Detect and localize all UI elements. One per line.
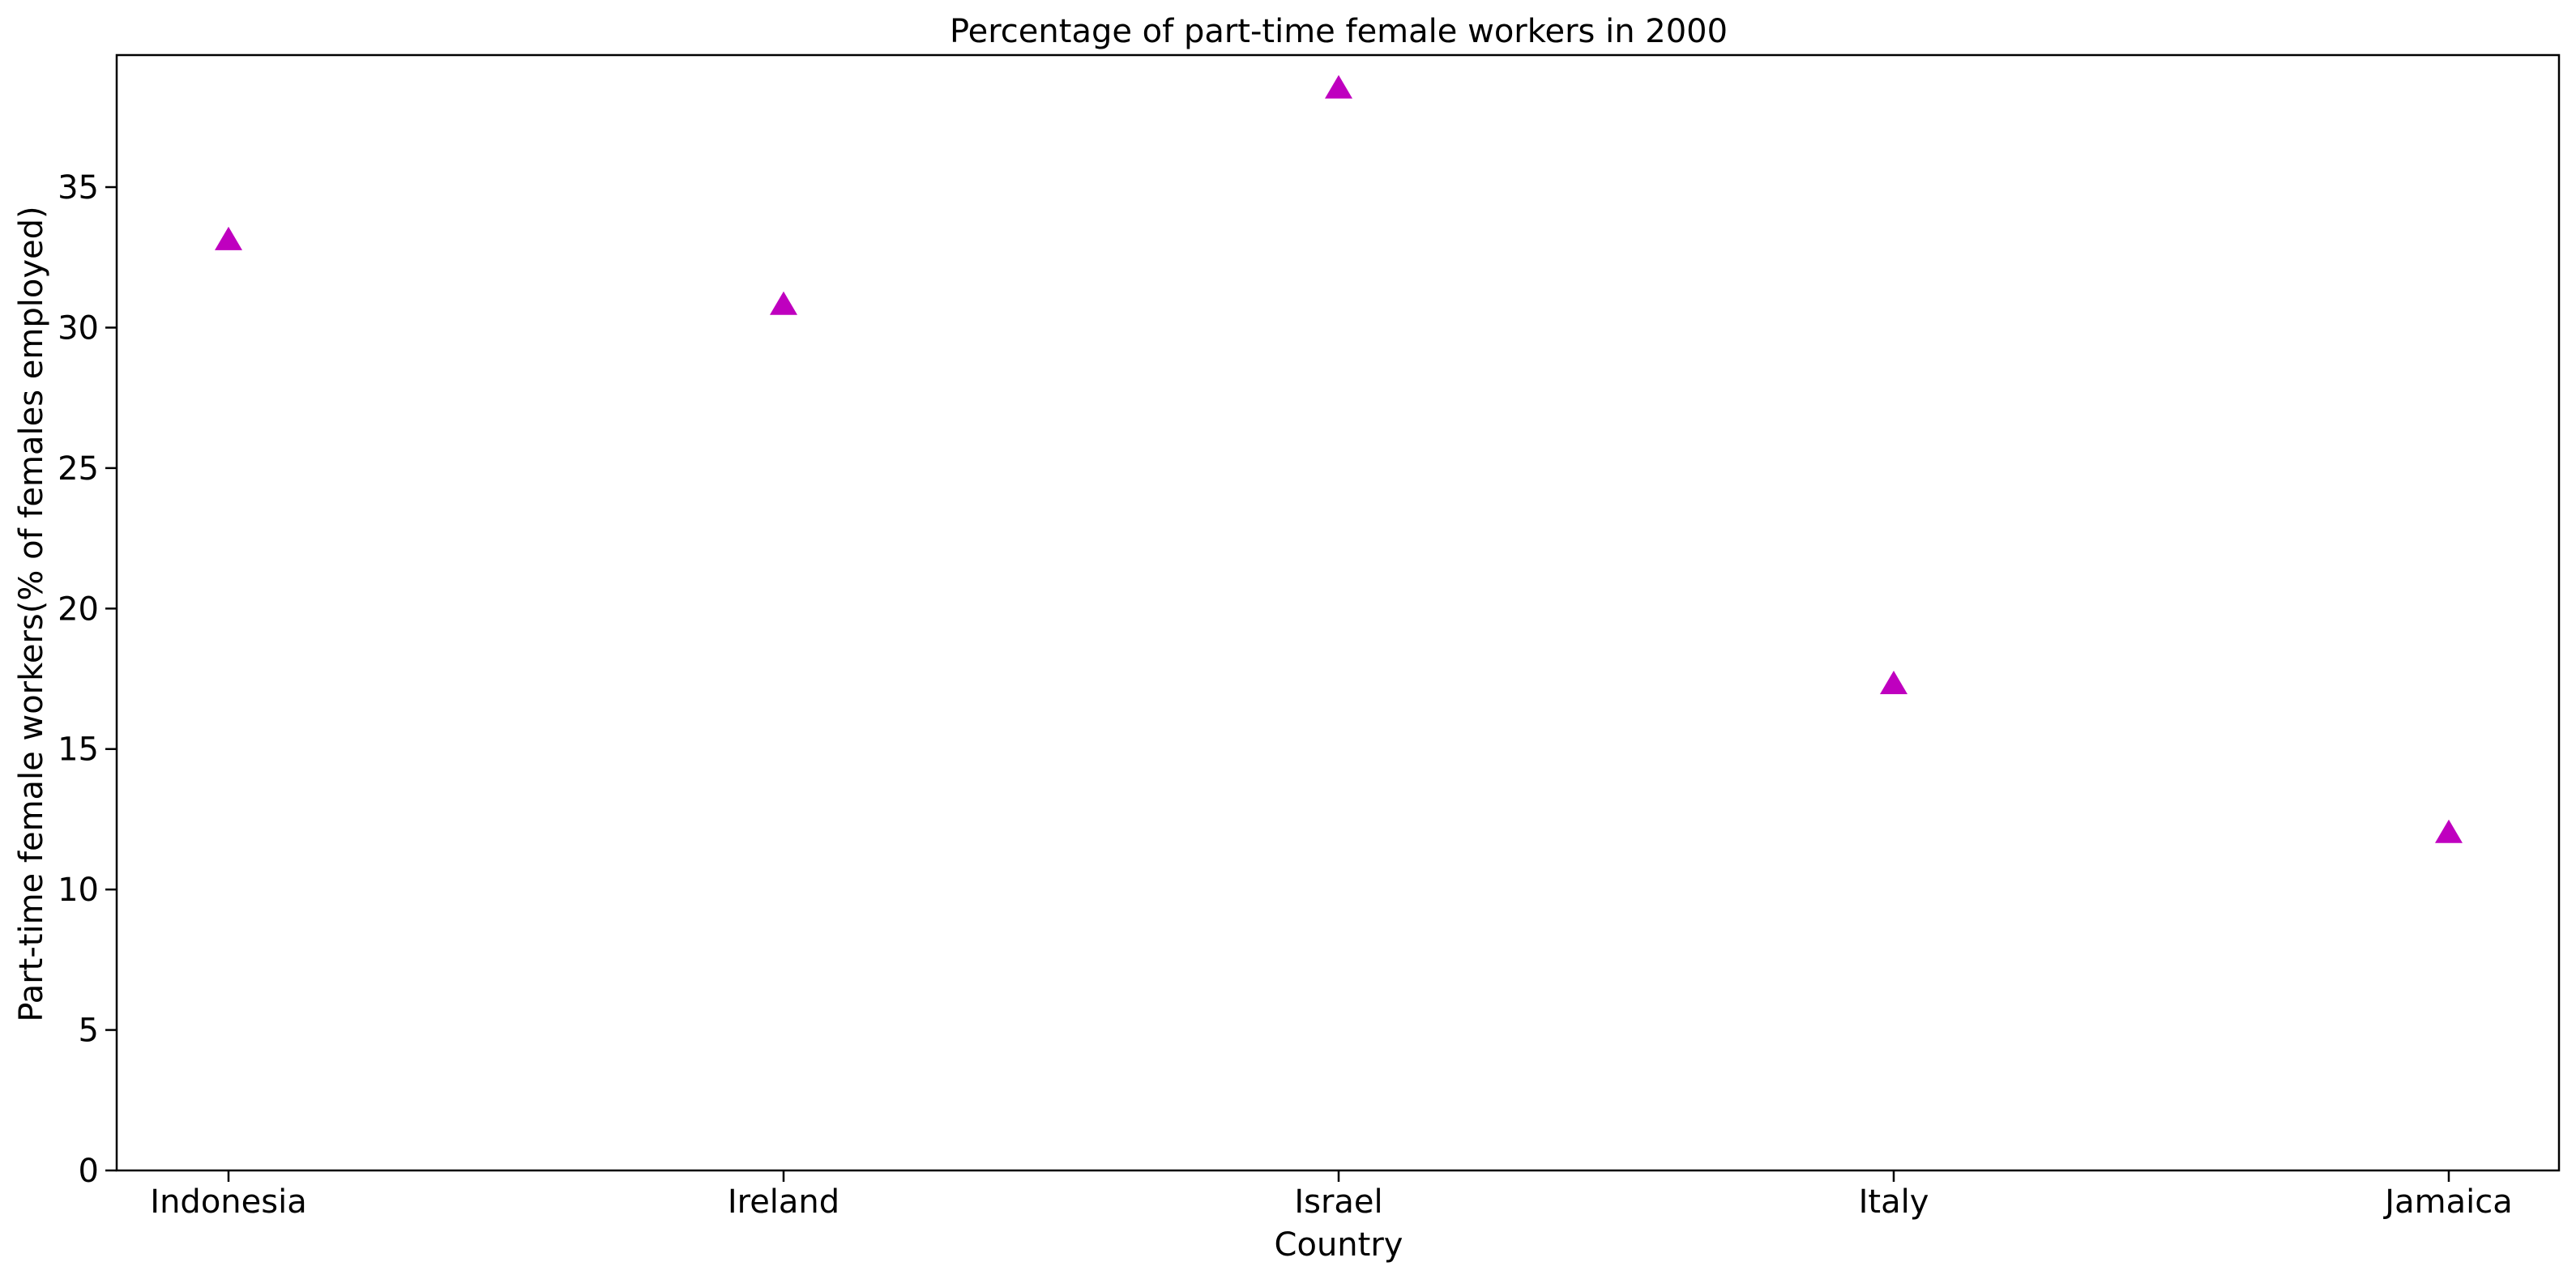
x-tick-label: Israel <box>1294 1183 1382 1221</box>
x-tick-label: Jamaica <box>2382 1183 2512 1221</box>
x-tick-label: Ireland <box>728 1183 839 1221</box>
y-axis: 0 5 10 15 20 25 30 35 <box>58 169 117 1190</box>
y-tick-label: 5 <box>79 1013 99 1050</box>
y-tick-label: 0 <box>79 1153 99 1190</box>
data-point <box>1880 670 1907 694</box>
x-axis-title: Country <box>1275 1226 1403 1264</box>
data-point <box>770 291 797 315</box>
x-axis: Indonesia Ireland Israel Italy Jamaica <box>150 1170 2513 1221</box>
data-points <box>215 75 2463 843</box>
y-tick-label: 20 <box>58 590 99 628</box>
y-tick-label: 10 <box>58 872 99 909</box>
data-point <box>215 226 242 250</box>
y-tick-label: 35 <box>58 169 99 207</box>
data-point <box>1325 75 1352 99</box>
x-tick-label: Italy <box>1859 1183 1929 1221</box>
y-tick-label: 15 <box>58 731 99 769</box>
y-tick-label: 30 <box>58 309 99 347</box>
chart-title: Percentage of part-time female workers i… <box>950 13 1728 50</box>
y-tick-label: 25 <box>58 450 99 488</box>
data-point <box>2435 819 2463 843</box>
y-axis-title: Part-time female workers(% of females em… <box>13 206 50 1021</box>
plot-area-frame <box>115 53 2561 1172</box>
x-tick-label: Indonesia <box>150 1183 306 1221</box>
